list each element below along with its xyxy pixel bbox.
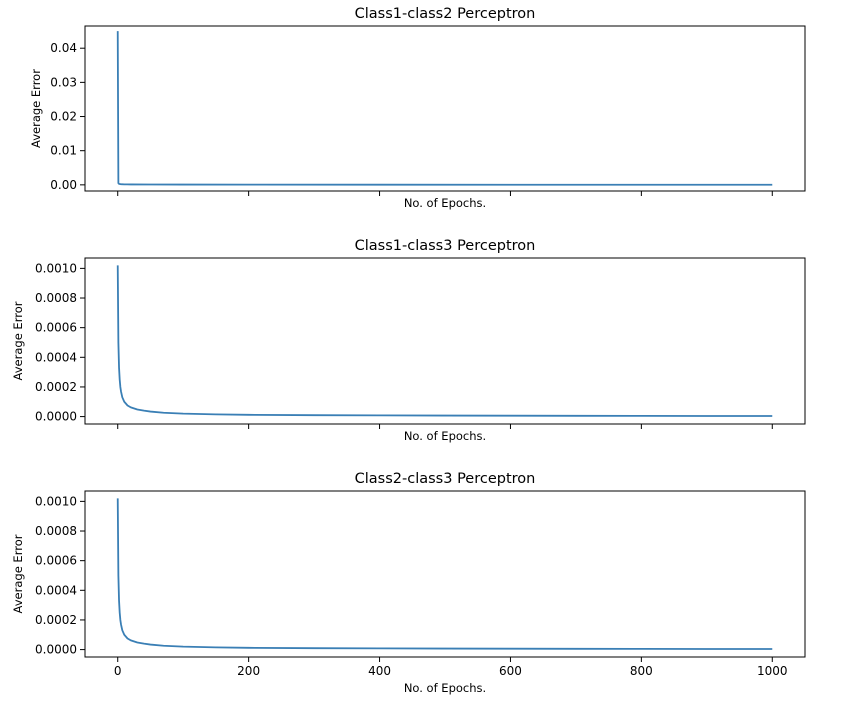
y-tick-label: 0.0002 bbox=[35, 380, 77, 394]
x-axis-label: No. of Epochs. bbox=[404, 196, 486, 210]
x-axis-label: No. of Epochs. bbox=[404, 429, 486, 443]
y-axis-label: Average Error bbox=[11, 534, 25, 613]
y-axis-label: Average Error bbox=[11, 301, 25, 380]
chart-title: Class1-class2 Perceptron bbox=[355, 6, 536, 22]
y-axis-label: Average Error bbox=[29, 69, 43, 148]
x-tick-label: 800 bbox=[630, 664, 653, 678]
y-tick-label: 0.0008 bbox=[35, 291, 77, 305]
plot-frame bbox=[84, 25, 806, 192]
chart-title: Class2-class3 Perceptron bbox=[355, 471, 536, 487]
x-tick-label: 1000 bbox=[757, 664, 788, 678]
y-tick-label: 0.03 bbox=[50, 75, 77, 89]
chart-panel-2: Class1-class3 Perceptron 0.0000 0.0002 0.00… bbox=[11, 238, 806, 443]
chart-title: Class1-class3 Perceptron bbox=[355, 238, 536, 254]
y-tick-label: 0.0010 bbox=[35, 494, 77, 508]
series-line-3-1 bbox=[116, 498, 773, 650]
y-tick-label: 0.0002 bbox=[35, 613, 77, 627]
x-tick-label: 200 bbox=[237, 664, 260, 678]
x-tick-label: 600 bbox=[499, 664, 522, 678]
y-tick-label: 0.00 bbox=[50, 178, 77, 192]
chart-panel-1: Class1-class2 Perceptron 0.00 0.01 0.02 0.03… bbox=[29, 6, 806, 210]
y-tick-label: 0.0010 bbox=[35, 261, 77, 275]
y-tick-label: 0.0006 bbox=[35, 554, 77, 568]
x-tick-label: 0 bbox=[114, 664, 122, 678]
y-tick-label: 0.02 bbox=[50, 110, 77, 124]
y-tick-label: 0.0000 bbox=[35, 643, 77, 657]
x-axis-label: No. of Epochs. bbox=[404, 681, 486, 695]
chart-panel-3: Class2-class3 Perceptron 0.0000 0.0002 0.00… bbox=[11, 471, 806, 695]
y-tick-label: 0.0006 bbox=[35, 321, 77, 335]
plot-frame bbox=[84, 490, 806, 658]
y-tick-label: 0.0004 bbox=[35, 350, 77, 364]
series-line-2-1 bbox=[116, 265, 773, 417]
plot-frame bbox=[84, 257, 806, 425]
y-tick-label: 0.0008 bbox=[35, 524, 77, 538]
y-tick-label: 0.04 bbox=[50, 41, 77, 55]
y-tick-label: 0.0004 bbox=[35, 583, 77, 597]
y-tick-label: 0.0000 bbox=[35, 410, 77, 424]
y-tick-label: 0.01 bbox=[50, 144, 77, 158]
x-tick-label: 400 bbox=[368, 664, 391, 678]
series-line-1-1 bbox=[116, 31, 773, 186]
